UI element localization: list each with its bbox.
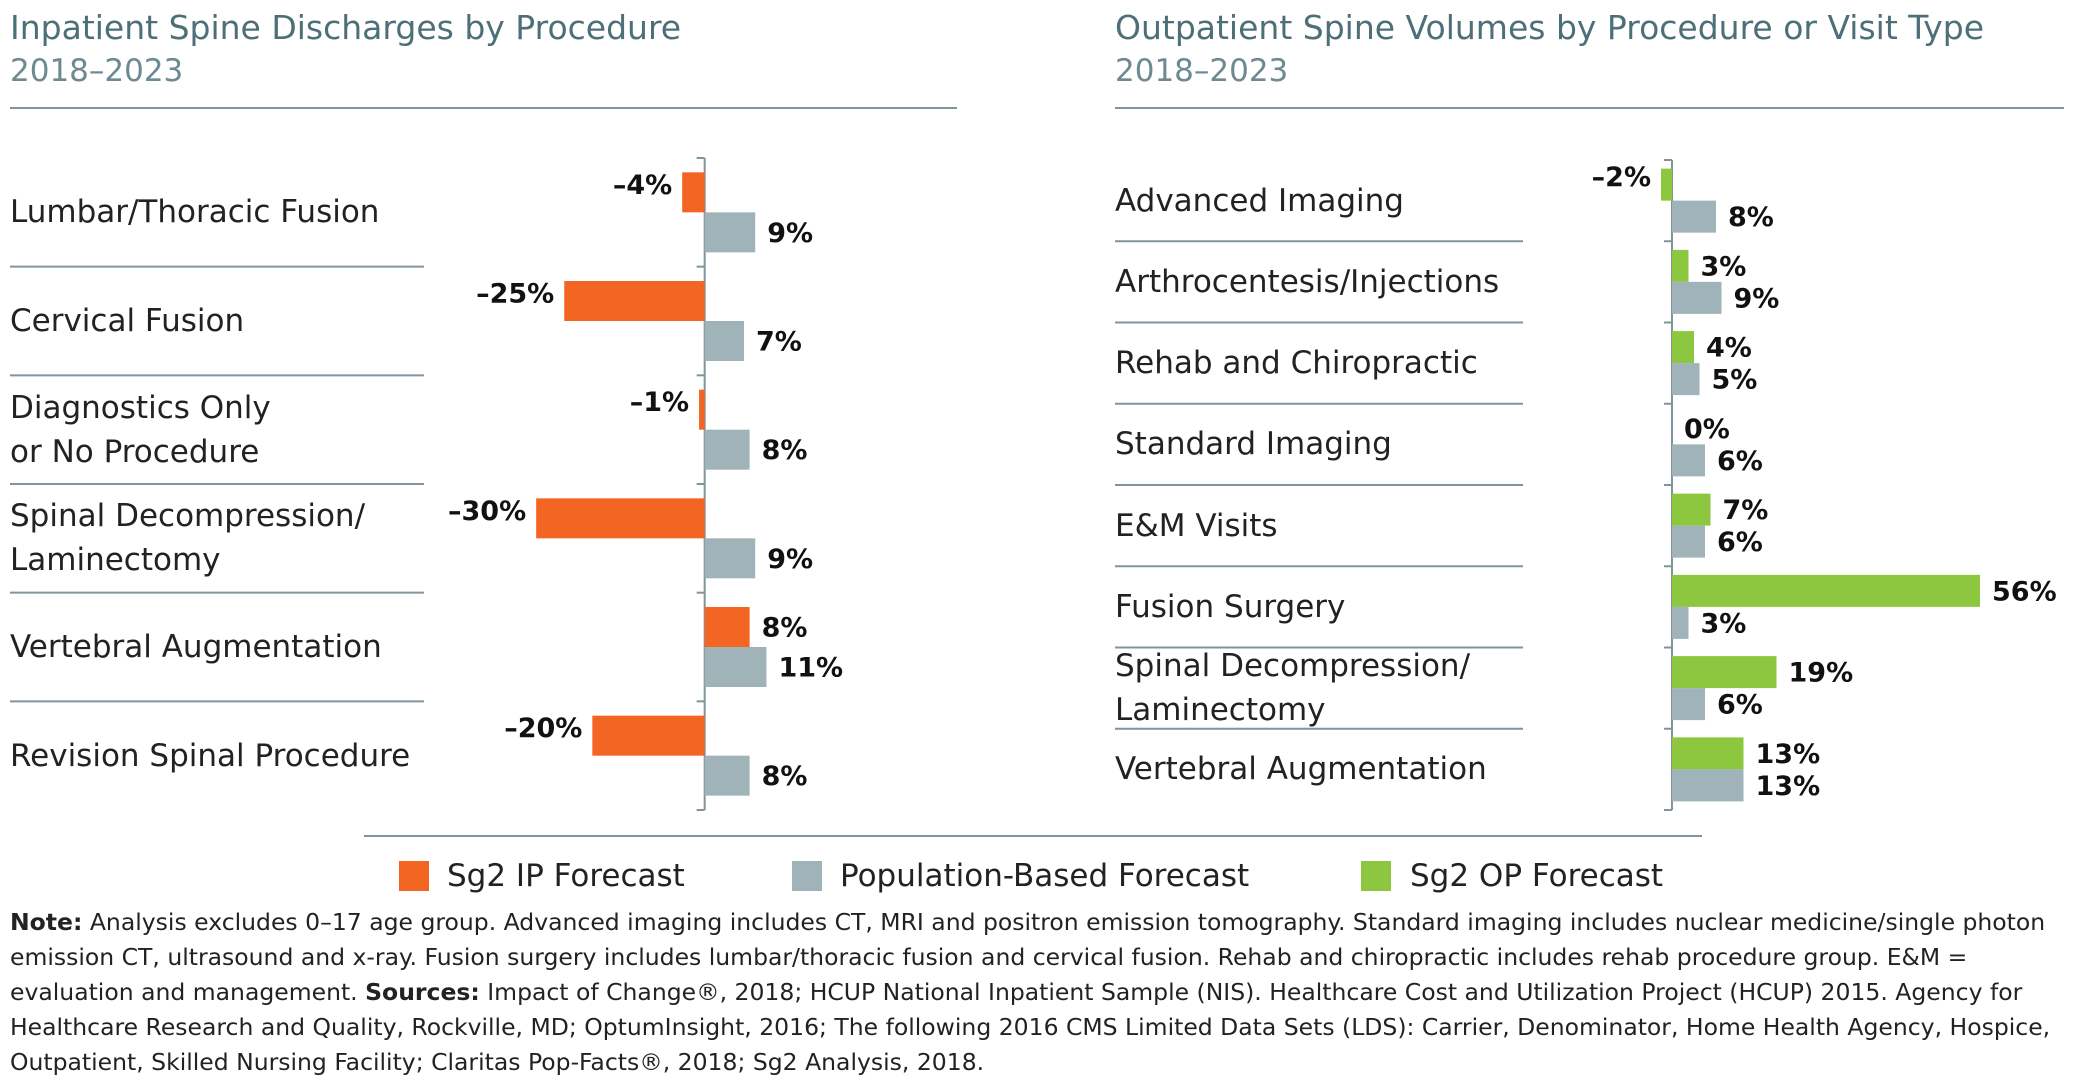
bar xyxy=(1672,444,1705,477)
value-label: 13% xyxy=(1756,771,1821,802)
value-label: –1% xyxy=(630,387,689,418)
value-label: –2% xyxy=(1592,162,1651,193)
value-label: 5% xyxy=(1712,365,1758,396)
category-label: Vertebral Augmentation xyxy=(1115,751,1487,788)
bar xyxy=(704,755,750,796)
sources-label: Sources: xyxy=(365,978,480,1006)
legend-swatch xyxy=(792,861,822,891)
bar xyxy=(704,538,756,579)
value-label: 6% xyxy=(1717,446,1763,477)
bar xyxy=(704,321,744,361)
value-label: 7% xyxy=(1723,495,1769,526)
chart-subtitle: 2018–2023 xyxy=(1115,53,1289,89)
category-label: Standard Imaging xyxy=(1115,426,1392,463)
bar xyxy=(536,498,705,539)
category-label: Spinal Decompression/ Laminectomy xyxy=(1115,648,1471,729)
value-label: 0% xyxy=(1684,414,1730,445)
bar xyxy=(1672,493,1711,526)
value-label: 13% xyxy=(1756,739,1821,770)
bar xyxy=(704,647,767,687)
value-label: 6% xyxy=(1717,527,1763,558)
value-label: 8% xyxy=(762,435,808,466)
category-label: Cervical Fusion xyxy=(10,303,245,339)
category-label: Advanced Imaging xyxy=(1115,182,1404,219)
legend-swatch xyxy=(399,861,429,891)
bar xyxy=(1672,737,1744,770)
value-label: 3% xyxy=(1701,251,1747,282)
value-label: 8% xyxy=(1728,202,1774,233)
value-label: 3% xyxy=(1701,608,1747,639)
chart-subtitle: 2018–2023 xyxy=(10,53,184,89)
bar xyxy=(1672,363,1700,396)
bar xyxy=(704,212,756,253)
category-label: Fusion Surgery xyxy=(1115,588,1346,625)
value-label: –25% xyxy=(476,279,554,310)
value-label: 8% xyxy=(762,761,808,792)
bar xyxy=(682,172,705,213)
category-label: Vertebral Augmentation xyxy=(10,629,382,665)
value-label: 19% xyxy=(1789,658,1854,689)
value-label: 56% xyxy=(1992,576,2057,607)
bar xyxy=(1661,168,1672,201)
legend-label: Sg2 IP Forecast xyxy=(447,858,685,894)
note-label: Note: xyxy=(10,908,83,936)
category-label: E&M Visits xyxy=(1115,507,1278,544)
bar xyxy=(564,281,705,321)
legend-swatch xyxy=(1361,861,1391,891)
value-label: 8% xyxy=(762,613,808,644)
value-label: –4% xyxy=(613,170,672,201)
bar xyxy=(1672,574,1980,607)
value-label: 9% xyxy=(767,218,813,249)
bar xyxy=(1672,688,1705,721)
category-label: Revision Spinal Procedure xyxy=(10,737,411,774)
category-label: Spinal Decompression/ Laminectomy xyxy=(10,498,366,579)
value-label: 4% xyxy=(1706,333,1752,364)
chart-title: Inpatient Spine Discharges by Procedure xyxy=(10,8,682,47)
footnote: Note: Analysis excludes 0–17 age group. … xyxy=(10,905,2065,1080)
bar xyxy=(1672,249,1689,282)
sources-text: Impact of Change®, 2018; HCUP National I… xyxy=(10,978,2051,1076)
category-label: Arthrocentesis/Injections xyxy=(1115,263,1500,300)
category-label: Rehab and Chiropractic xyxy=(1115,345,1478,382)
bar xyxy=(704,607,750,647)
bar xyxy=(704,429,750,470)
value-label: –20% xyxy=(504,713,582,744)
legend-label: Sg2 OP Forecast xyxy=(1410,858,1664,894)
category-label: Diagnostics Only or No Procedure xyxy=(10,389,271,470)
bar xyxy=(1672,525,1705,558)
value-label: –30% xyxy=(448,496,526,527)
note-text: Analysis excludes 0–17 age group. Advanc… xyxy=(10,908,2046,1006)
value-label: 7% xyxy=(756,327,802,358)
bar xyxy=(1672,281,1722,314)
bar xyxy=(1672,769,1744,802)
bar xyxy=(699,389,705,430)
bar xyxy=(1672,200,1716,233)
value-label: 6% xyxy=(1717,690,1763,721)
category-label: Lumbar/Thoracic Fusion xyxy=(10,194,380,231)
value-label: 11% xyxy=(778,653,843,684)
value-label: 9% xyxy=(767,544,813,575)
bar xyxy=(1672,606,1689,639)
legend-label: Population-Based Forecast xyxy=(840,858,1250,894)
value-label: 9% xyxy=(1734,283,1780,314)
bar xyxy=(592,715,705,756)
chart-title: Outpatient Spine Volumes by Procedure or… xyxy=(1115,8,1985,47)
bar xyxy=(1672,331,1694,364)
bar xyxy=(1672,656,1777,689)
